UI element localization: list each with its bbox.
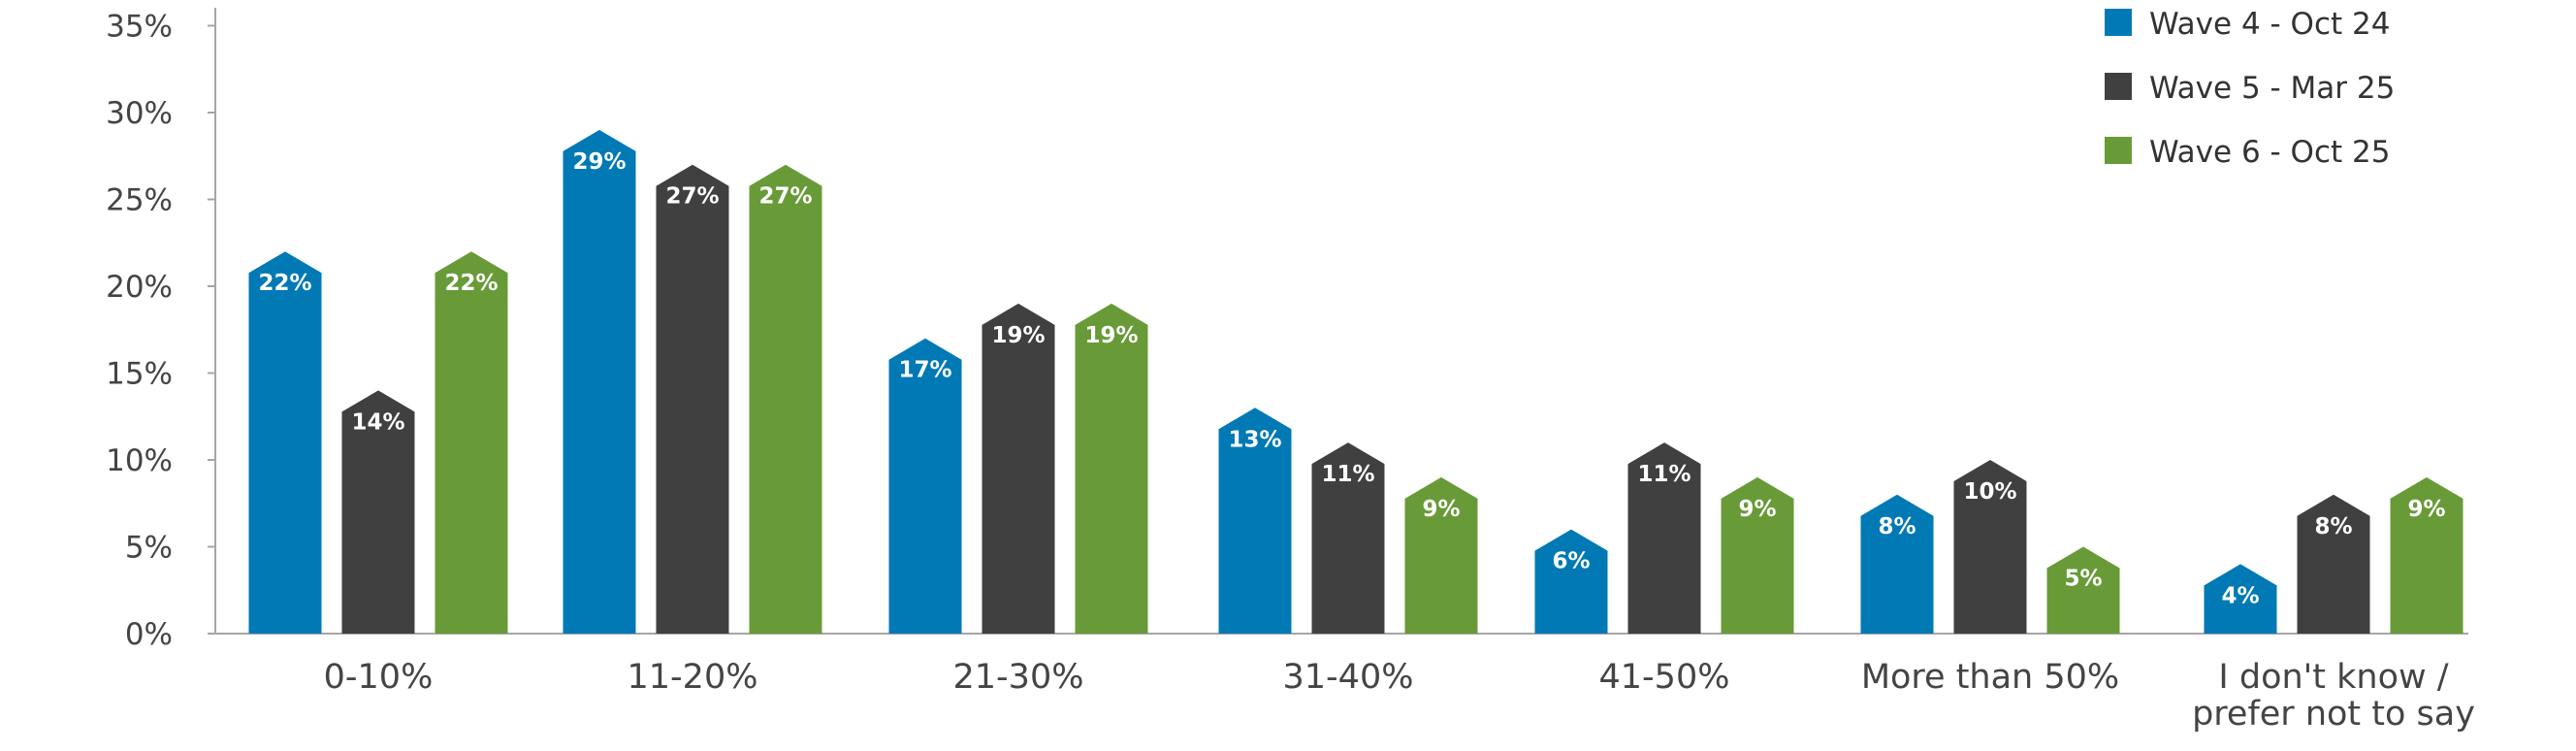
y-tick-label: 20% [106,270,173,305]
data-label: 9% [1738,497,1776,522]
data-label: 17% [898,358,951,383]
data-label: 29% [572,149,626,175]
data-label: 11% [1637,462,1690,487]
category-label: More than 50% [1861,658,2119,697]
y-tick-label: 30% [106,96,173,131]
category-label: 11-20% [628,658,758,697]
y-tick-label: 15% [106,357,173,392]
data-label: 22% [258,271,311,296]
bars: 22% 14% 22% 29% 27% 27% 17% 19% 19% 13% 11% 9% 6% 11%… [248,129,2463,634]
legend-swatch [2105,9,2132,36]
bar [982,303,1055,634]
bar [1860,494,1934,634]
y-tick-label: 10% [106,443,173,478]
bar [1311,442,1385,634]
bar [563,129,636,634]
y-tick-label: 5% [125,531,173,566]
category-label: 41-50% [1599,658,1730,697]
legend-item[interactable]: Wave 4 - Oct 24 [2105,7,2390,42]
data-label: 4% [2221,583,2259,608]
category-label: 31-40% [1283,658,1414,697]
y-tick-label: 0% [125,617,173,652]
bar [1404,476,1478,634]
bar [341,390,415,634]
data-label: 10% [1963,479,2016,505]
data-label: 8% [1878,514,1916,539]
data-label: 8% [2314,514,2352,539]
legend-swatch [2105,73,2132,100]
bar [1953,460,2027,634]
bar [2297,494,2370,634]
bar [2046,546,2120,634]
bar [1534,529,1608,634]
y-tick-label: 35% [106,10,173,45]
bar [1075,303,1148,634]
data-label: 14% [351,409,404,435]
data-label: 9% [2407,497,2445,522]
legend-swatch [2105,137,2132,164]
data-label: 19% [991,323,1045,348]
legend[interactable]: Wave 4 - Oct 24 Wave 5 - Mar 25 Wave 6 - O… [2105,7,2395,170]
bar [1218,408,1292,634]
data-label: 13% [1228,427,1281,452]
legend-label: Wave 6 - Oct 25 [2149,135,2390,170]
legend-item[interactable]: Wave 6 - Oct 25 [2105,135,2390,170]
bar [248,251,322,634]
legend-item[interactable]: Wave 5 - Mar 25 [2105,71,2395,106]
bar [2204,564,2277,634]
y-axis: 0% 5% 10% 15% 20% 25% 30% 35% [106,8,216,652]
y-tick-label: 25% [106,183,173,218]
legend-label: Wave 5 - Mar 25 [2149,71,2395,106]
data-label: 9% [1422,497,1460,522]
category-label: 0-10% [324,658,434,697]
bar [1721,476,1794,634]
data-label: 19% [1084,323,1138,348]
legend-label: Wave 4 - Oct 24 [2149,7,2390,42]
category-label: 21-30% [953,658,1084,697]
data-label: 27% [758,184,812,210]
bar [435,251,508,634]
data-label: 11% [1321,462,1374,487]
x-axis: 0-10% 11-20% 21-30% 31-40% 41-50% More than 5… [215,633,2475,734]
category-label: I don't know / prefer not to say [2192,658,2475,734]
bar [749,164,822,634]
bar [2390,476,2463,634]
bar [888,338,962,634]
data-label: 5% [2064,567,2102,592]
data-label: 22% [444,271,498,296]
bar [1627,442,1701,634]
data-label: 27% [665,184,719,210]
bar [656,164,729,634]
data-label: 6% [1552,549,1590,574]
